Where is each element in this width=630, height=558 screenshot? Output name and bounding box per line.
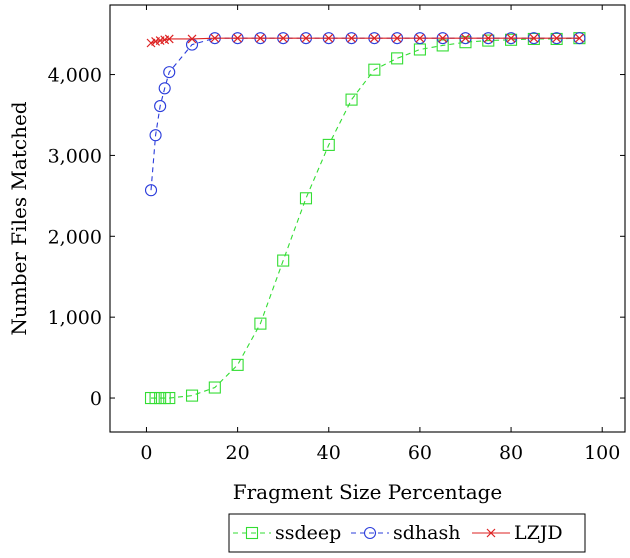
- data-point-ssdeep: [345, 93, 358, 106]
- series-line-ssdeep: [151, 37, 580, 399]
- data-point-lzjd: [552, 33, 562, 43]
- x-tick-label: 20: [226, 442, 250, 464]
- legend-swatch-marker: [486, 528, 496, 538]
- data-point-ssdeep: [391, 52, 404, 65]
- legend-label: sdhash: [393, 522, 460, 544]
- x-tick-label: 40: [317, 442, 341, 464]
- data-point-lzjd: [529, 33, 539, 43]
- y-tick-label: 2,000: [48, 226, 102, 248]
- data-point-ssdeep: [277, 254, 290, 267]
- data-point-lzjd: [255, 33, 265, 43]
- data-point-lzjd: [369, 33, 379, 43]
- legend: ssdeep sdhash LZJD: [228, 513, 586, 553]
- data-point-lzjd: [187, 34, 197, 44]
- data-point-sdhash: [144, 184, 158, 197]
- data-point-lzjd: [347, 33, 356, 43]
- series-line-sdhash: [150, 37, 580, 191]
- x-tick-label: 60: [408, 442, 432, 464]
- y-tick-label: 1,000: [48, 307, 102, 329]
- data-point-ssdeep: [322, 138, 335, 151]
- data-point-lzjd: [438, 33, 448, 43]
- x-tick-label: 80: [499, 442, 523, 464]
- legend-swatch-marker: [245, 526, 259, 540]
- data-point-sdhash: [158, 82, 171, 95]
- data-point-ssdeep: [254, 317, 267, 330]
- x-tick-label: 0: [140, 442, 152, 464]
- data-point-ssdeep: [231, 358, 244, 371]
- legend-item-lzjd: LZJD: [472, 522, 563, 544]
- plot-frame: [109, 4, 626, 433]
- data-point-lzjd: [233, 33, 243, 43]
- legend-label: ssdeep: [275, 522, 341, 544]
- axes: 0 20 40 60 80 100 0 1,000 2,000 3,000 4,000: [48, 4, 626, 464]
- legend-item-ssdeep: ssdeep: [233, 522, 341, 544]
- data-point-ssdeep: [368, 63, 381, 76]
- data-point-ssdeep: [459, 36, 472, 49]
- y-tick-label: 3,000: [48, 145, 102, 167]
- data-point-lzjd: [461, 33, 470, 43]
- data-point-ssdeep: [208, 381, 221, 394]
- data-point-ssdeep: [413, 43, 426, 56]
- data-point-ssdeep: [185, 389, 199, 402]
- data-point-ssdeep: [163, 391, 176, 405]
- series-sdhash: [144, 32, 586, 197]
- legend-swatch-marker: [363, 526, 377, 540]
- data-point-lzjd: [164, 34, 174, 44]
- data-point-lzjd: [483, 33, 493, 43]
- y-axis-title: Number Files Matched: [7, 101, 31, 335]
- data-point-sdhash: [149, 129, 162, 142]
- legend-label: LZJD: [514, 522, 563, 544]
- y-tick-label: 4,000: [48, 65, 102, 87]
- data-point-sdhash: [154, 100, 167, 113]
- legend-item-sdhash: sdhash: [351, 522, 460, 544]
- data-point-lzjd: [278, 33, 288, 43]
- data-point-lzjd: [415, 33, 425, 43]
- series-layer: [144, 32, 586, 405]
- data-point-sdhash: [163, 66, 176, 79]
- data-point-lzjd: [575, 33, 584, 43]
- data-point-lzjd: [506, 33, 516, 43]
- series-ssdeep: [144, 32, 586, 405]
- series-lzjd: [146, 33, 584, 48]
- data-point-ssdeep: [436, 39, 449, 52]
- y-tick-label: 0: [90, 388, 102, 410]
- legend-box: [228, 513, 586, 553]
- data-point-lzjd: [301, 33, 311, 43]
- data-point-lzjd: [210, 33, 220, 43]
- data-point-lzjd: [324, 33, 334, 43]
- data-point-ssdeep: [299, 192, 313, 205]
- x-axis-title: Fragment Size Percentage: [233, 480, 503, 504]
- x-tick-label: 100: [584, 442, 620, 464]
- data-point-lzjd: [392, 33, 402, 43]
